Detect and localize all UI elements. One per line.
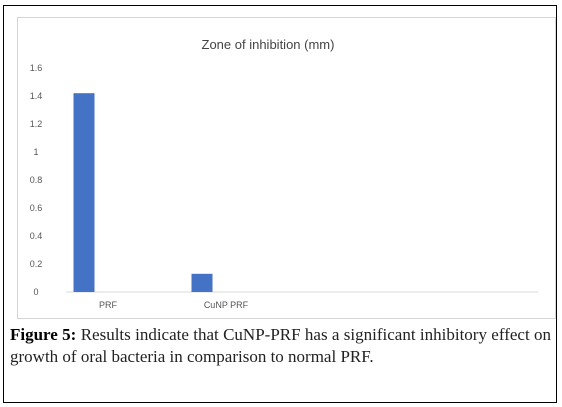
x-tick-label: CuNP PRF [204, 300, 249, 310]
bar [73, 93, 95, 292]
bar [191, 273, 213, 292]
y-tick-label: 0.2 [30, 259, 43, 269]
y-axis-ticks: 0 0.2 0.4 0.6 0.8 1 1.2 1.4 1.6 [30, 63, 43, 297]
chart-title: Zone of inhibition (mm) [202, 37, 335, 52]
caption-label: Figure 5: [10, 325, 77, 344]
y-tick-label: 1.6 [30, 63, 43, 73]
figure-caption: Figure 5: Results indicate that CuNP-PRF… [10, 324, 551, 368]
bars [73, 93, 213, 292]
x-tick-label: PRF [99, 300, 118, 310]
chart-area: Zone of inhibition (mm) 0 0.2 0.4 0.6 0.8 1 1.… [17, 17, 556, 319]
y-tick-label: 1.2 [30, 119, 43, 129]
y-tick-label: 0 [33, 287, 38, 297]
y-tick-label: 1.4 [30, 91, 43, 101]
y-tick-label: 0.6 [30, 203, 43, 213]
y-tick-label: 0.4 [30, 231, 43, 241]
bar-chart: Zone of inhibition (mm) 0 0.2 0.4 0.6 0.8 1 1.… [30, 37, 538, 310]
y-tick-label: 0.8 [30, 175, 43, 185]
y-tick-label: 1 [33, 147, 38, 157]
x-axis-ticks: PRF CuNP PRF [99, 300, 249, 310]
caption-text: Results indicate that CuNP-PRF has a sig… [10, 325, 552, 366]
